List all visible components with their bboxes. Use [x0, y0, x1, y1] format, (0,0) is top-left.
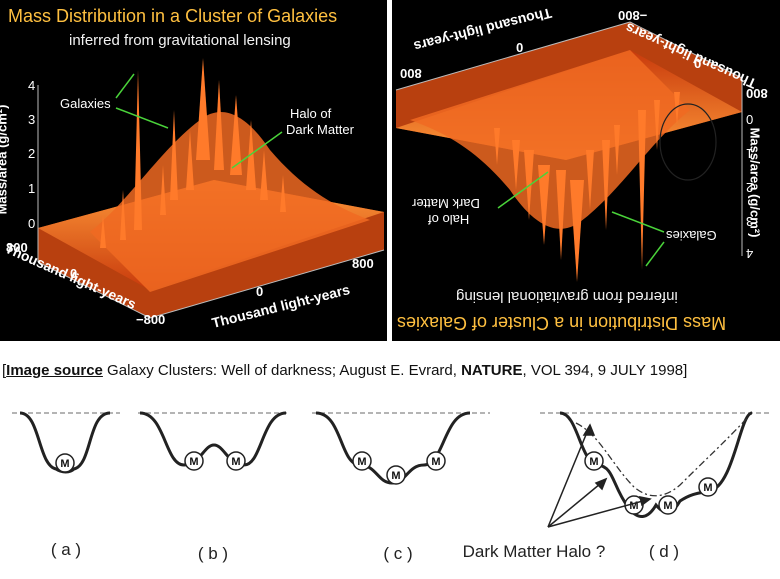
mass-labels: M M M M M M M M M M — [60, 456, 712, 512]
annotation-arrows — [497, 171, 665, 267]
image-source-citation: [Image source Galaxy Clusters: Well of d… — [2, 362, 687, 379]
plot-subtitle: inferred from gravitational lensing — [69, 32, 291, 49]
depth-tick: 0 — [70, 266, 78, 281]
mass-label: M — [231, 456, 240, 468]
mass-distribution-plot-right: Mass Distribution in a Cluster of Galaxi… — [392, 0, 780, 341]
dark-matter-halo-label: Dark Matter Halo ? — [463, 542, 606, 561]
mass-surface-left — [37, 58, 385, 319]
diagram-label-b: ( b ) — [198, 544, 228, 563]
plot-title: Mass Distribution in a Cluster of Galaxi… — [8, 6, 338, 26]
diagram-label-a: ( a ) — [51, 540, 81, 559]
source-open-bracket: [ — [2, 362, 7, 379]
galaxies-annotation: Galaxies — [666, 228, 717, 243]
dark-matter-halo — [90, 111, 370, 292]
y-tick: 1 — [28, 181, 36, 196]
depth-tick: 800 — [6, 240, 28, 255]
source-journal: NATURE — [461, 362, 523, 379]
x-tick: −800 — [136, 312, 166, 327]
halo-annotation-line2: Dark Matter — [286, 122, 354, 137]
y-tick: 2 — [28, 146, 36, 161]
y-axis-label: Mass/area (g/cm²) — [0, 104, 10, 215]
potential-well-diagrams: M M M M M M M M M M ( a ) ( b ) ( c ) Da… — [12, 411, 772, 563]
axis-tick: 800 — [746, 86, 768, 101]
mass-label: M — [357, 456, 366, 468]
axis-tick: 800 — [400, 66, 422, 81]
mass-label: M — [629, 500, 638, 512]
dark-matter-halo — [410, 50, 690, 229]
y-tick: 1 — [746, 146, 754, 161]
source-text-a: Galaxy Clusters: Well of darkness; Augus… — [102, 362, 462, 379]
y-tick: 0 — [28, 216, 36, 231]
y-tick: 3 — [746, 214, 754, 229]
galaxy-peaks — [100, 58, 286, 248]
annotation-arrows — [115, 73, 283, 169]
mass-label: M — [431, 456, 440, 468]
axis-tick: 0 — [516, 40, 524, 55]
source-label: Image source — [6, 362, 103, 379]
hand-drawn-circle — [659, 103, 717, 181]
mass-label: M — [703, 482, 712, 494]
y-tick: 0 — [746, 112, 754, 127]
mass-label: M — [189, 456, 198, 468]
halo-annotation-line1: Halo of — [290, 106, 332, 121]
mass-distribution-plot-left: Mass Distribution in a Cluster of Galaxi… — [0, 0, 387, 341]
axis-tick: −800 — [618, 8, 648, 23]
halo-envelope-curve — [575, 416, 749, 497]
plot-subtitle: inferred from gravitational lensing — [456, 288, 678, 305]
y-tick: 3 — [28, 112, 36, 127]
halo-annotation-line1: Halo of — [428, 212, 470, 227]
axis-tick: 0 — [694, 56, 702, 71]
galaxy-peaks — [494, 92, 680, 282]
plot-title: Mass Distribution in a Cluster of Galaxi… — [397, 313, 727, 333]
mass-label: M — [60, 458, 69, 470]
mass-label: M — [391, 470, 400, 482]
mass-markers — [55, 451, 718, 515]
galaxies-annotation: Galaxies — [60, 96, 111, 111]
mass-label: M — [663, 500, 672, 512]
x-tick: 800 — [352, 256, 374, 271]
diagram-label-c: ( c ) — [383, 544, 412, 563]
y-tick: 4 — [28, 78, 36, 93]
diagram-label-d: ( d ) — [649, 542, 679, 561]
halo-pointer-arrows — [547, 423, 652, 528]
mass-label: M — [589, 456, 598, 468]
halo-annotation-line2: Dark Matter — [412, 196, 480, 211]
y-tick: 4 — [746, 246, 754, 261]
mass-surface-right — [395, 21, 743, 282]
source-text-b: , VOL 394, 9 JULY 1998] — [522, 362, 688, 379]
y-tick: 2 — [746, 180, 754, 195]
x-tick: 0 — [256, 284, 264, 299]
